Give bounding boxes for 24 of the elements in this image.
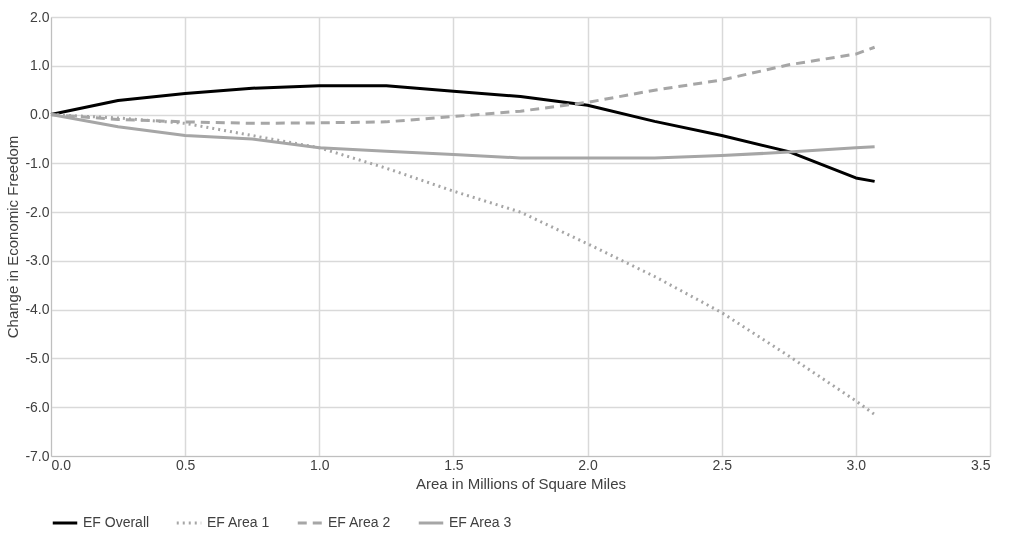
x-tick-label: 3.0 [846, 456, 867, 473]
x-tick-label: 0.0 [51, 456, 72, 473]
y-tick-label: 2.0 [30, 8, 50, 25]
y-tick-label: -4.0 [25, 301, 50, 318]
x-tick-label: 2.5 [712, 456, 733, 473]
x-tick-label: 1.5 [444, 456, 464, 473]
x-tick-label: 2.0 [578, 456, 599, 473]
y-tick-label: -6.0 [25, 398, 50, 415]
y-tick-label: -2.0 [25, 203, 50, 220]
x-tick-label: 3.5 [971, 456, 991, 473]
legend-label: EF Area 1 [207, 514, 270, 530]
y-tick-label: -1.0 [25, 154, 50, 171]
y-tick-label: 0.0 [30, 106, 50, 123]
legend-label: EF Area 2 [328, 514, 391, 530]
legend-label: EF Area 3 [449, 514, 512, 530]
y-tick-label: -7.0 [25, 447, 50, 464]
legend-label: EF Overall [83, 514, 150, 530]
x-tick-label: 0.5 [175, 456, 196, 473]
y-tick-label: 1.0 [30, 57, 50, 74]
x-axis-title: Area in Millions of Square Miles [415, 474, 627, 492]
y-axis-title: Change in Economic Freedom [4, 135, 22, 339]
x-tick-label: 1.0 [310, 456, 330, 473]
y-tick-label: -3.0 [25, 252, 50, 269]
y-tick-label: -5.0 [25, 349, 50, 366]
